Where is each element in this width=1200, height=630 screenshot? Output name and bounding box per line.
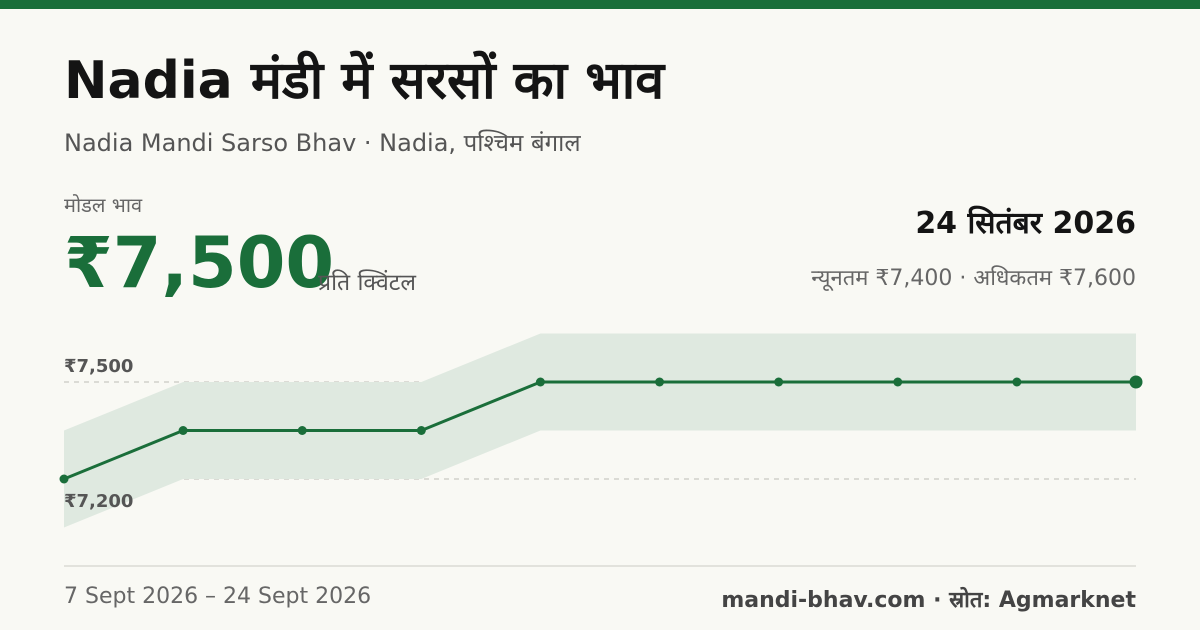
min-max-price: न्यूनतम ₹7,400 · अधिकतम ₹7,600 [811,266,1136,291]
data-point [416,426,426,435]
date-range: 7 Sept 2026 – 24 Sept 2026 [64,584,372,609]
data-point [893,377,903,387]
top-accent-bar [0,0,1200,9]
price-date: 24 सितंबर 2026 [915,206,1136,241]
data-point [1012,377,1022,387]
price-trend-chart: ₹7,500 ₹7,200 [59,333,1143,528]
data-point [774,377,784,387]
data-point [178,426,188,435]
data-point [59,474,69,484]
page-subtitle: Nadia Mandi Sarso Bhav · Nadia, पश्चिम ब… [64,129,581,157]
modal-price-label: मोडल भाव [64,193,143,217]
y-axis-labels: ₹7,500 ₹7,200 [64,356,133,512]
data-point [535,377,545,387]
page-title: Nadia मंडी में सरसों का भाव [64,51,665,111]
data-point [655,377,665,387]
data-points [59,375,1143,484]
modal-price-value: ₹7,500 [64,222,335,304]
data-point [297,426,307,435]
modal-price-line [63,380,1136,481]
footer-divider [64,565,1136,567]
y-tick-label: ₹7,200 [64,491,133,512]
price-unit: प्रति क्विंटल [318,270,416,296]
source-credit: mandi-bhav.com · स्रोत: Agmarknet [721,588,1136,613]
latest-data-point [1129,375,1143,389]
y-tick-label: ₹7,500 [64,356,133,377]
